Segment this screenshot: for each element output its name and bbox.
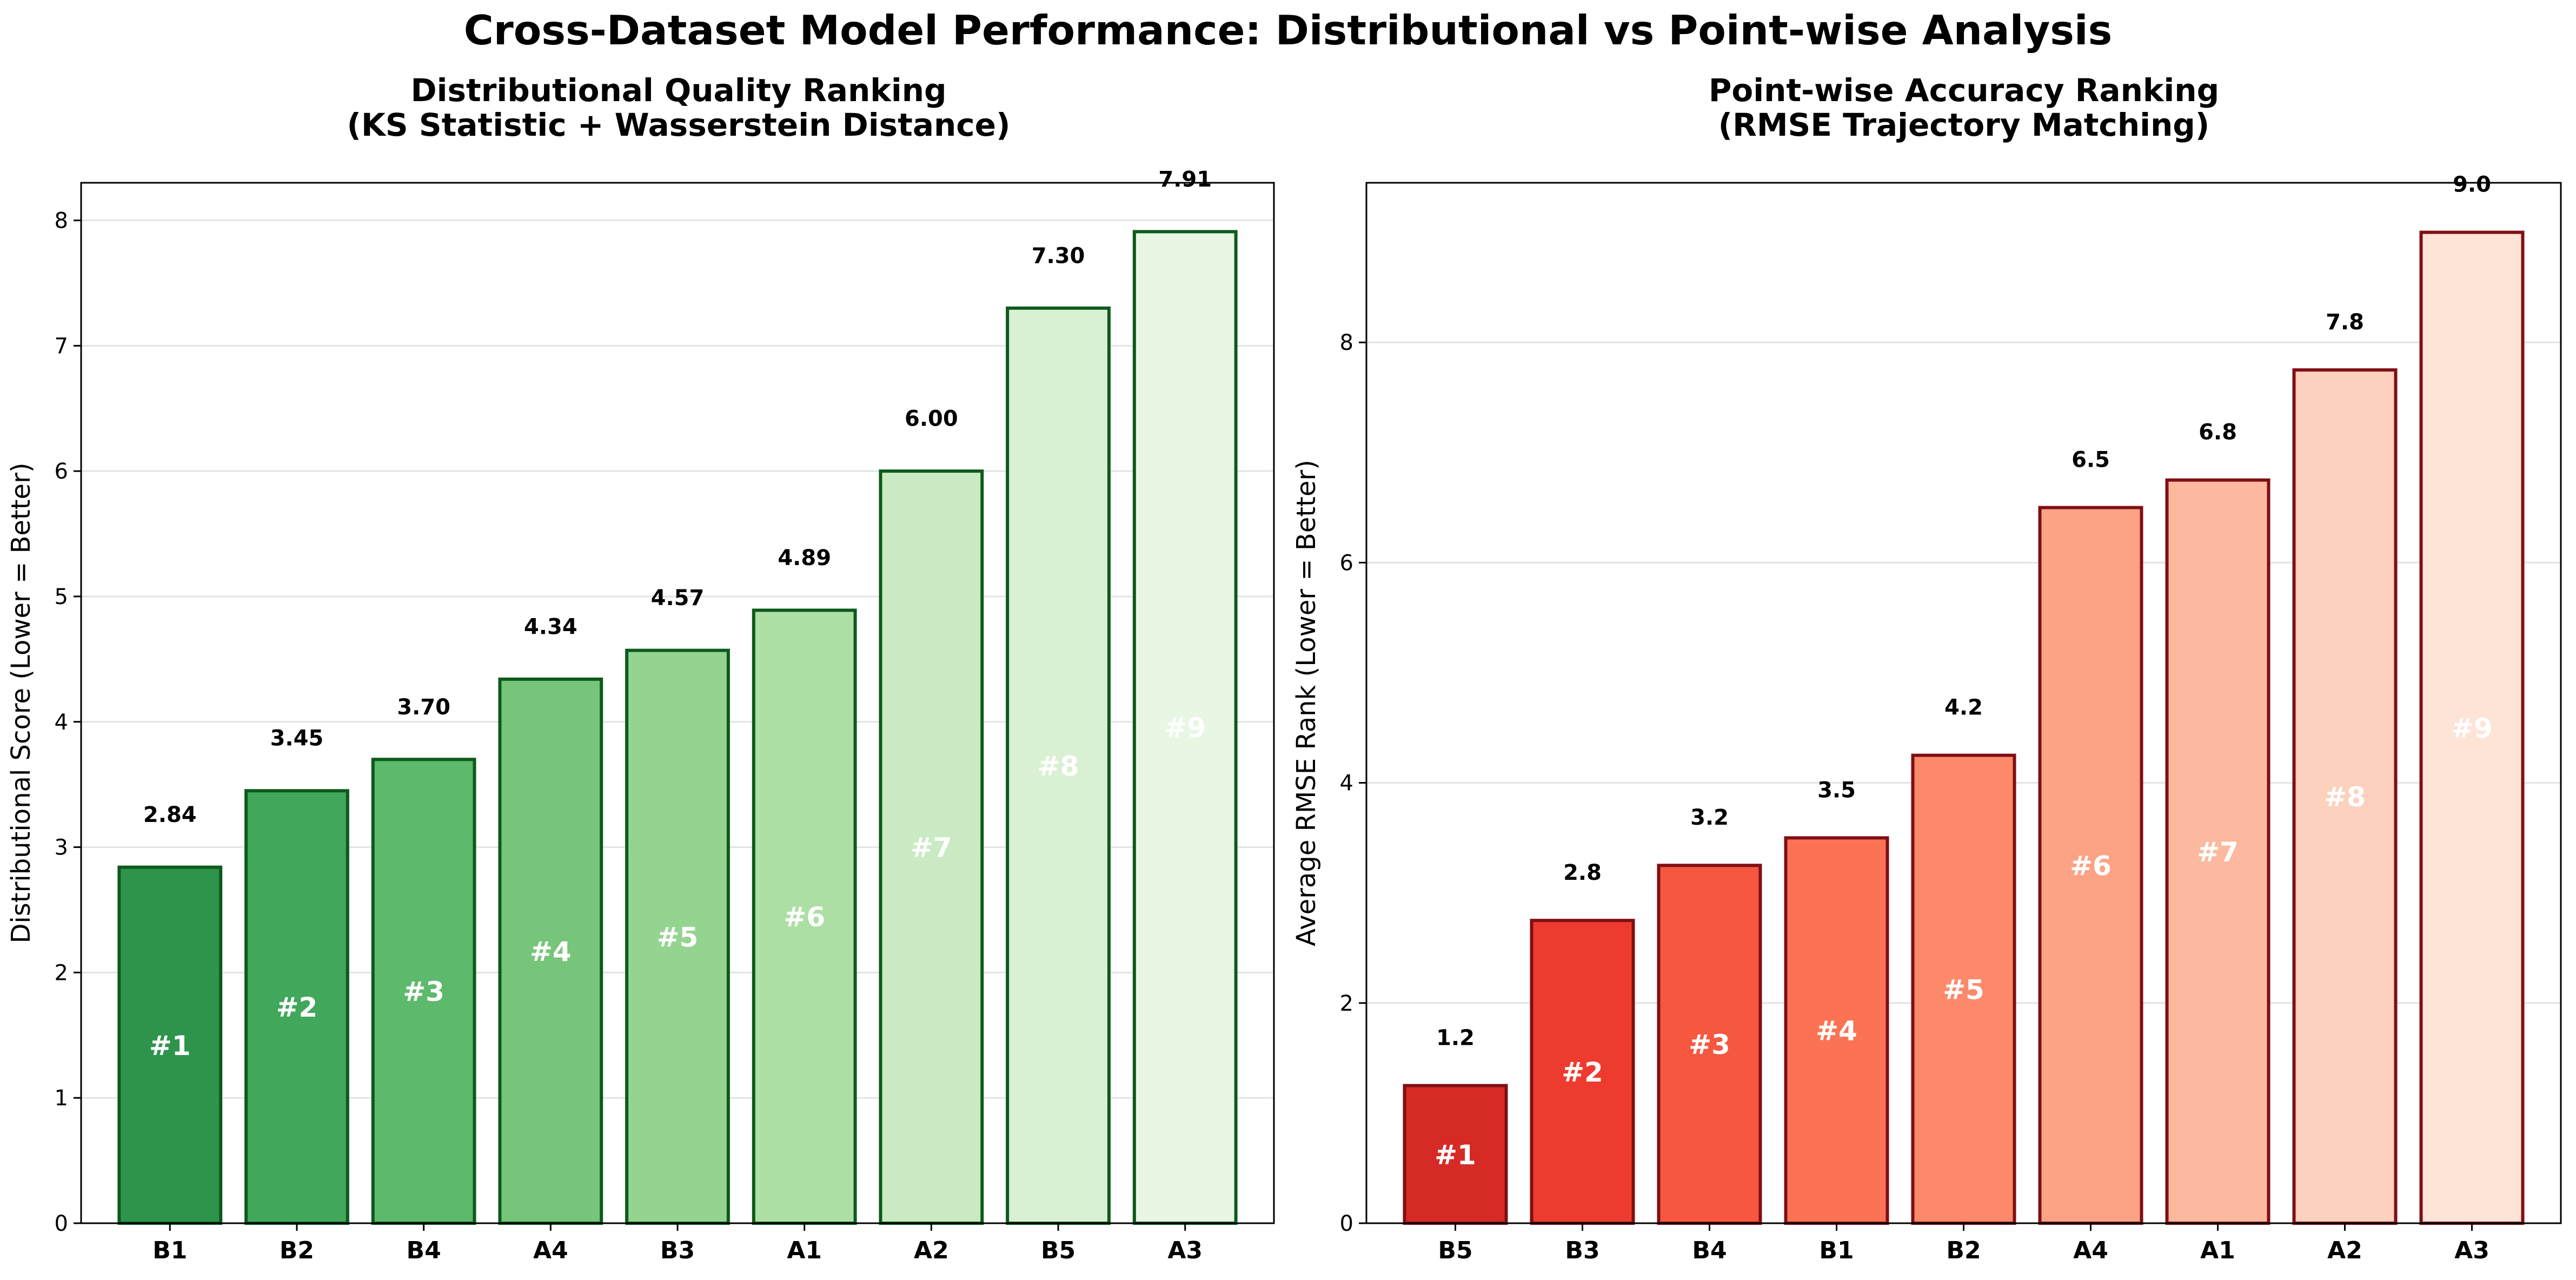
- chart-1-value-label: 7.30: [1032, 243, 1085, 268]
- chart-2-x-tick-label: B3: [1565, 1237, 1599, 1264]
- chart-2-title-line-1: Point-wise Accuracy Ranking: [1709, 72, 2219, 109]
- chart-2-value-label: 4.2: [1944, 695, 1983, 720]
- chart-2-rank-label: #9: [2451, 713, 2493, 744]
- chart-2-x-tick-label: A4: [2073, 1237, 2108, 1264]
- chart-1-y-tick-label: 6: [55, 459, 68, 484]
- chart-1-bar: [244, 789, 349, 1225]
- chart-2-value-label: 6.8: [2199, 420, 2237, 445]
- chart-2-x-tick-label: B4: [1692, 1237, 1727, 1264]
- chart-2-bar: [1784, 836, 1889, 1225]
- chart-1-x-tick-label: A3: [1167, 1237, 1203, 1264]
- chart-2-y-tick-label: 6: [1340, 551, 1353, 575]
- chart-2-bar: [1403, 1084, 1508, 1225]
- chart-2-x-tick-label: B2: [1946, 1237, 1981, 1264]
- chart-1-x-tick-label: A1: [787, 1237, 822, 1264]
- chart-1-value-label: 4.34: [524, 614, 577, 639]
- chart-1-value-label: 7.91: [1158, 167, 1212, 192]
- chart-1-bar: [498, 677, 603, 1225]
- chart-2-rank-label: #7: [2197, 837, 2239, 868]
- chart-pointwise: Point-wise Accuracy Ranking (RMSE Trajec…: [1291, 72, 2562, 1264]
- chart-2-y-tick-label: 2: [1340, 991, 1353, 1016]
- chart-2-value-label: 3.5: [1817, 778, 1856, 803]
- chart-1-rank-label: #8: [1038, 751, 1079, 782]
- chart-2-x-tick-label: A1: [2200, 1237, 2235, 1264]
- chart-1-y-tick-label: 8: [55, 209, 68, 234]
- chart-2-rank-label: #3: [1689, 1029, 1730, 1060]
- chart-2-bar: [2165, 478, 2270, 1225]
- chart-2-rank-label: #5: [1943, 974, 1984, 1005]
- chart-1-value-label: 3.45: [270, 726, 324, 751]
- chart-1-y-tick-label: 1: [55, 1086, 68, 1111]
- chart-1-rank-label: #7: [911, 832, 952, 864]
- chart-2-x-tick-label: A2: [2327, 1237, 2362, 1264]
- chart-1-y-axis-label: Distributional Score (Lower = Better): [6, 462, 36, 943]
- chart-1-y-tick-label: 3: [55, 835, 68, 860]
- chart-1-title-line-1: Distributional Quality Ranking: [410, 72, 946, 109]
- chart-2-title-line-2: (RMSE Trajectory Matching): [1718, 107, 2210, 143]
- chart-2-axes-frame: [1365, 182, 2562, 1224]
- chart-1-rank-label: #1: [149, 1030, 191, 1062]
- chart-1-rank-label: #4: [530, 936, 572, 967]
- chart-2-y-tick-label: 0: [1340, 1211, 1353, 1236]
- chart-1-x-tick-label: A4: [533, 1237, 568, 1264]
- chart-2-bar: [2038, 506, 2143, 1225]
- chart-1-x-tick-label: B5: [1041, 1237, 1075, 1264]
- chart-1-x-tick-label: A2: [914, 1237, 949, 1264]
- chart-2-bar: [2419, 230, 2525, 1225]
- chart-2-rank-label: #2: [1562, 1057, 1603, 1088]
- chart-1-value-label: 6.00: [905, 407, 958, 432]
- chart-2-y-tick-label: 4: [1340, 771, 1353, 796]
- chart-2-value-label: 6.5: [2072, 448, 2110, 473]
- chart-1-value-label: 3.70: [397, 695, 450, 720]
- chart-2-rank-label: #6: [2070, 850, 2112, 881]
- chart-1-y-tick-label: 7: [55, 334, 68, 359]
- chart-1-rank-label: #3: [403, 976, 444, 1007]
- chart-1-bar: [752, 608, 857, 1225]
- chart-2-value-label: 2.8: [1563, 860, 1602, 885]
- chart-1-bar: [879, 469, 984, 1225]
- chart-1-axes-frame: [80, 182, 1275, 1224]
- chart-1-bar: [117, 865, 223, 1225]
- chart-1-value-label: 4.57: [651, 586, 705, 611]
- chart-2-x-tick-label: B1: [1819, 1237, 1854, 1264]
- chart-2-value-label: 7.8: [2326, 310, 2364, 335]
- chart-2-rank-label: #8: [2324, 781, 2366, 813]
- figure-title: Cross-Dataset Model Performance: Distrib…: [464, 6, 2112, 54]
- chart-distributional: Distributional Quality Ranking (KS Stati…: [6, 72, 1275, 1264]
- chart-2-x-tick-label: A3: [2454, 1237, 2489, 1264]
- chart-1-x-tick-label: B3: [660, 1237, 695, 1264]
- chart-2-rank-label: #1: [1435, 1139, 1476, 1171]
- chart-2-value-label: 1.2: [1436, 1025, 1475, 1050]
- chart-1-title-line-2: (KS Statistic + Wasserstein Distance): [347, 107, 1010, 143]
- chart-1-y-tick-label: 2: [55, 960, 68, 985]
- chart-2-y-axis-label: Average RMSE Rank (Lower = Better): [1291, 460, 1322, 946]
- chart-1-y-tick-label: 5: [55, 585, 68, 609]
- chart-1-rank-label: #9: [1164, 712, 1206, 744]
- chart-1-x-tick-label: B1: [152, 1237, 187, 1264]
- chart-1-plot-area: 0 1 2 3 4 5 6 7 8 2.84 #1 B1 3.45 #2 B2 3.70 #3 B4 4.34 #4 A…: [6, 167, 1275, 1264]
- chart-1-rank-label: #2: [276, 992, 318, 1023]
- chart-2-bar: [1657, 864, 1762, 1225]
- chart-1-bar: [371, 758, 476, 1225]
- chart-1-bar: [625, 648, 730, 1225]
- chart-2-plot-area: 0 2 4 6 8 1.2 #1 B5 2.8 #2 B3 3.2 #3 B4 3.5 #4 B1 4.2 #5 B2…: [1291, 173, 2562, 1264]
- chart-1-x-tick-label: B4: [407, 1237, 441, 1264]
- chart-1-x-tick-label: B2: [280, 1237, 314, 1264]
- chart-1-value-label: 4.89: [778, 546, 831, 571]
- chart-2-rank-label: #4: [1816, 1016, 1857, 1047]
- chart-1-rank-label: #6: [784, 901, 825, 933]
- chart-2-x-tick-label: B5: [1438, 1237, 1472, 1264]
- chart-1-bar: [1006, 306, 1111, 1225]
- chart-2-bar: [2292, 368, 2398, 1225]
- chart-2-y-tick-label: 8: [1340, 330, 1353, 355]
- chart-1-y-tick-label: 0: [55, 1211, 68, 1236]
- chart-2-value-label: 9.0: [2453, 173, 2491, 197]
- chart-1-rank-label: #5: [657, 921, 699, 953]
- chart-1-y-tick-label: 4: [55, 710, 68, 735]
- chart-1-value-label: 2.84: [143, 803, 197, 827]
- chart-2-value-label: 3.2: [1690, 805, 1729, 830]
- chart-2-bar: [1530, 919, 1635, 1225]
